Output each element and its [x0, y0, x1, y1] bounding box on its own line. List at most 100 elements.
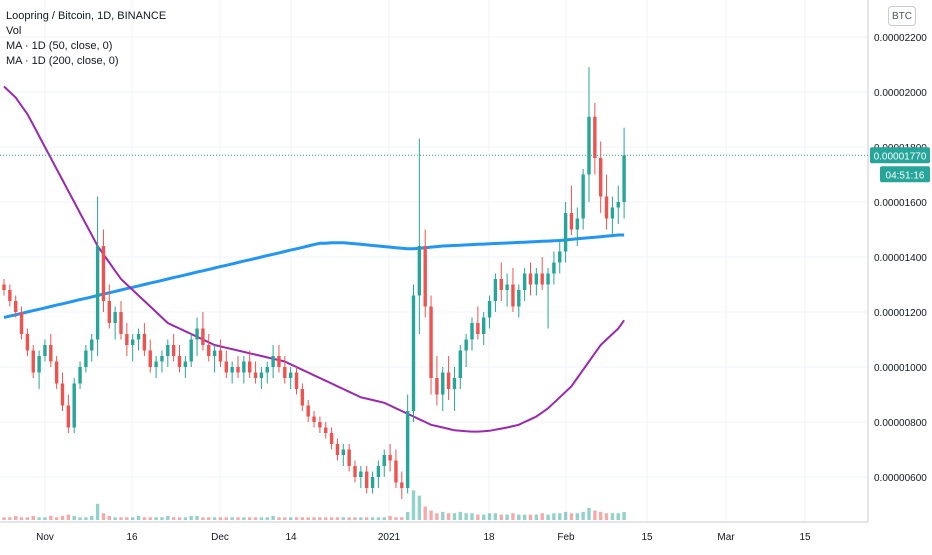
x-tick-label: Dec: [211, 532, 229, 543]
candle-body: [476, 323, 480, 334]
volume-bar: [125, 517, 129, 520]
volume-bar: [294, 517, 299, 520]
volume-bar: [558, 513, 562, 520]
volume-bar: [54, 517, 59, 520]
volume-bar: [230, 517, 234, 520]
x-tick-label: Mar: [717, 532, 735, 543]
candle-body: [499, 279, 503, 290]
volume-bar: [242, 517, 246, 520]
candle-body: [90, 339, 94, 351]
volume-bar: [528, 514, 533, 520]
candle-body: [60, 383, 65, 406]
volume-bar: [271, 515, 275, 520]
candle-body: [575, 218, 579, 230]
volume-bar: [84, 517, 88, 520]
candle-body: [183, 361, 188, 367]
volume-bar: [329, 517, 334, 520]
volume-bar: [37, 517, 41, 520]
x-tick-label: 15: [641, 532, 653, 543]
volume-bar: [2, 517, 6, 520]
volume-bar: [166, 515, 170, 520]
candle-body: [324, 427, 328, 433]
volume-bar: [458, 511, 462, 520]
candle-body: [294, 372, 299, 389]
y-tick-label: 0.00001200: [874, 308, 927, 319]
volume-bar: [347, 517, 351, 520]
volume-bar: [288, 517, 293, 520]
candle-body: [376, 466, 381, 477]
volume-bar: [423, 506, 427, 520]
volume-bar: [405, 511, 410, 520]
volume-bar: [587, 507, 591, 520]
candle-body: [610, 207, 615, 219]
candle-body: [388, 455, 392, 461]
candle-body: [49, 345, 53, 362]
volume-bar: [464, 513, 468, 520]
y-tick-label: 0.00001000: [874, 363, 927, 374]
candle-body: [265, 367, 269, 373]
volume-bar: [306, 517, 310, 520]
candle-body: [125, 334, 129, 345]
candle-body: [522, 273, 527, 290]
volume-bar: [201, 517, 205, 520]
candle-body: [107, 301, 111, 323]
candle-body: [253, 372, 258, 378]
volume-bar: [218, 517, 223, 520]
candle-body: [78, 367, 82, 384]
candle-body: [558, 251, 562, 263]
candle-body: [31, 350, 35, 373]
candle-body: [581, 174, 585, 219]
candle-body: [540, 273, 544, 285]
volume-bar: [616, 513, 620, 520]
candle-body: [587, 116, 591, 175]
volume-bar: [400, 517, 404, 520]
x-tick-label: 15: [799, 532, 811, 543]
volume-bar: [552, 513, 556, 520]
candle-body: [54, 361, 59, 384]
volume-bar: [183, 517, 188, 520]
volume-bar: [499, 514, 503, 520]
volume-bar: [224, 517, 228, 520]
candle-body: [622, 155, 626, 202]
volume-bar: [195, 515, 199, 520]
candle-body: [177, 356, 182, 367]
volume-bar: [171, 517, 176, 520]
volume-bar: [540, 513, 544, 520]
candle-body: [154, 361, 158, 367]
volume-bar: [107, 515, 111, 520]
candle-body: [218, 350, 223, 362]
candle-body: [283, 367, 287, 378]
candle-body: [101, 246, 106, 301]
volume-bar: [505, 514, 509, 520]
volume-bar: [441, 511, 445, 520]
volume-bar: [14, 515, 18, 520]
volume-bar: [511, 513, 515, 520]
volume-bar: [324, 517, 328, 520]
candle-body: [452, 378, 457, 389]
legend-symbol[interactable]: Loopring / Bitcoin, 1D, BINANCE: [6, 10, 167, 22]
volume-bar: [487, 513, 492, 520]
volume-bar: [283, 517, 287, 520]
volume-bar: [66, 514, 71, 520]
candle-body: [119, 312, 123, 334]
y-tick-label: 0.00002200: [874, 33, 927, 44]
volume-bar: [476, 514, 480, 520]
volume-bar: [212, 517, 217, 520]
candle-body: [242, 361, 246, 373]
legend-vol[interactable]: Vol: [6, 25, 22, 37]
candle-body: [84, 350, 88, 367]
legend-ma200[interactable]: MA · 1D (200, close, 0): [6, 55, 119, 67]
candle-body: [335, 444, 340, 455]
volume-bar: [376, 517, 381, 520]
currency-badge[interactable]: BTC: [888, 6, 916, 26]
volume-bar: [435, 513, 439, 520]
volume-bar: [575, 513, 579, 520]
x-tick-label: Feb: [557, 532, 575, 543]
candle-body: [464, 339, 468, 351]
volume-bar: [569, 513, 574, 520]
legend-ma50[interactable]: MA · 1D (50, close, 0): [6, 40, 113, 52]
candle-body: [66, 405, 71, 428]
candle-body: [359, 471, 363, 477]
